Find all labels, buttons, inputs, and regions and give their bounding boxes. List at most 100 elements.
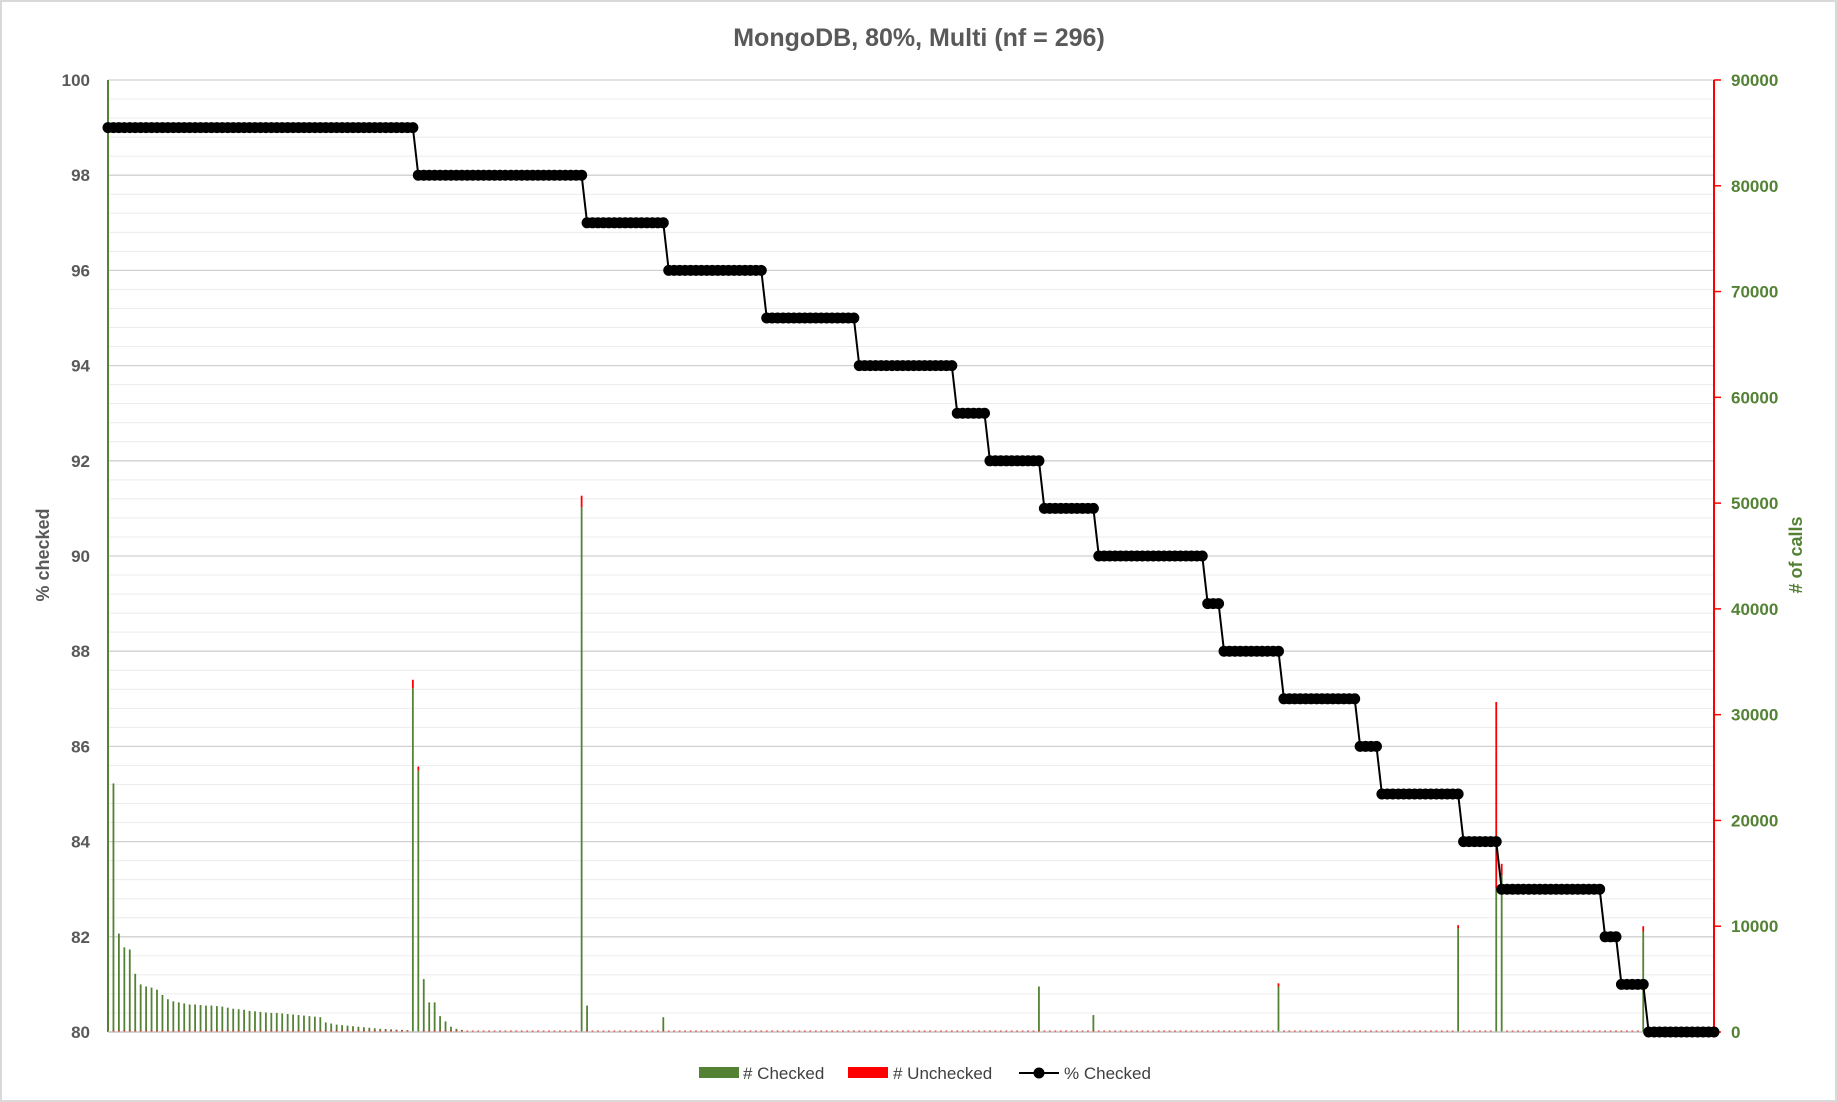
- bar-checked: [183, 1003, 186, 1032]
- bar-unchecked: [1103, 1030, 1106, 1032]
- bar-unchecked: [1631, 1030, 1634, 1032]
- y-axis-label: % checked: [33, 508, 53, 601]
- y2-tick-label: 20000: [1731, 811, 1778, 830]
- bar-unchecked: [499, 1030, 501, 1032]
- bar-unchecked: [1386, 1030, 1389, 1032]
- bar-unchecked: [607, 1030, 610, 1032]
- bar-unchecked: [989, 1030, 991, 1032]
- pct-checked-point: [1087, 502, 1099, 514]
- bar-unchecked: [1005, 1030, 1008, 1032]
- y2-axis-label: # of calls: [1786, 516, 1806, 593]
- bar-unchecked: [940, 1030, 942, 1032]
- bar-unchecked: [1261, 1030, 1264, 1032]
- bar-unchecked: [205, 1030, 207, 1032]
- bar-checked: [205, 1005, 207, 1032]
- bar-unchecked: [1157, 1030, 1160, 1032]
- bar-checked: [303, 1015, 305, 1032]
- bar-checked: [210, 1005, 213, 1032]
- bar-unchecked: [978, 1030, 980, 1032]
- bar-unchecked: [1136, 1030, 1138, 1032]
- bar-unchecked: [684, 1030, 686, 1032]
- bar-unchecked: [259, 1030, 262, 1032]
- bar-unchecked: [112, 1030, 115, 1032]
- bar-unchecked: [689, 1030, 692, 1032]
- y2-tick-label: 60000: [1731, 388, 1778, 407]
- bar-checked: [123, 947, 126, 1032]
- pct-checked-point: [1196, 550, 1208, 562]
- bar-unchecked: [814, 1030, 817, 1032]
- bar-unchecked: [950, 1030, 953, 1032]
- bar-unchecked: [515, 1030, 518, 1032]
- bar-unchecked: [254, 1030, 256, 1032]
- bar-unchecked: [1146, 1030, 1149, 1032]
- bar-unchecked: [651, 1030, 654, 1032]
- bar-unchecked: [520, 1030, 523, 1032]
- bar-checked: [439, 1016, 441, 1032]
- bar-unchecked: [1598, 1030, 1601, 1032]
- bar-checked: [286, 1014, 289, 1032]
- bar-unchecked: [1517, 1030, 1519, 1032]
- legend: # Checked # Unchecked % Checked: [699, 1064, 1151, 1083]
- bar-unchecked: [297, 1030, 300, 1032]
- y-tick-label: 82: [71, 928, 90, 947]
- bar-unchecked: [1462, 1030, 1465, 1032]
- legend-label-checked: # Checked: [743, 1064, 824, 1083]
- bar-unchecked: [575, 1030, 578, 1032]
- bar-unchecked: [891, 1030, 893, 1032]
- bar-checked: [150, 987, 153, 1032]
- bar-unchecked: [782, 1030, 784, 1032]
- bar-unchecked: [1212, 1030, 1215, 1032]
- bar-unchecked: [1010, 1030, 1013, 1032]
- bar-checked: [324, 1022, 327, 1032]
- y-tick-label: 96: [71, 261, 90, 280]
- bar-unchecked: [711, 1030, 714, 1032]
- bar-unchecked: [744, 1030, 746, 1032]
- pct-checked-point: [407, 122, 419, 134]
- bar-unchecked: [194, 1030, 197, 1032]
- bar-checked: [341, 1025, 343, 1032]
- bar-unchecked: [488, 1030, 490, 1032]
- bar-checked: [373, 1028, 376, 1032]
- bar-unchecked: [1244, 1030, 1247, 1032]
- bar-unchecked: [450, 1030, 452, 1032]
- bar-unchecked: [390, 1030, 392, 1032]
- bar-unchecked: [1337, 1030, 1340, 1032]
- bar-checked: [313, 1016, 316, 1032]
- bar-unchecked: [1424, 1030, 1427, 1032]
- bar-unchecked: [1206, 1030, 1209, 1032]
- bar-checked: [237, 1009, 240, 1032]
- bar-unchecked: [493, 1030, 496, 1032]
- bar-unchecked: [586, 1030, 588, 1032]
- bar-checked: [156, 989, 158, 1032]
- y-tick-label: 92: [71, 452, 90, 471]
- bar-unchecked: [188, 1030, 191, 1032]
- bar-unchecked: [885, 1030, 888, 1032]
- bar-unchecked: [934, 1030, 937, 1032]
- bar-unchecked: [1391, 1030, 1394, 1032]
- bar-checked: [362, 1027, 365, 1032]
- bar-checked: [194, 1004, 197, 1032]
- bar-unchecked: [183, 1030, 186, 1032]
- bar-unchecked: [1489, 1030, 1492, 1032]
- y2-tick-label: 40000: [1731, 600, 1778, 619]
- bar-checked: [417, 770, 420, 1032]
- bar-checked: [346, 1025, 349, 1032]
- legend-swatch-unchecked: [848, 1067, 888, 1078]
- bar-checked: [275, 1012, 278, 1032]
- y-tick-label: 84: [71, 833, 90, 852]
- bar-unchecked: [1016, 1030, 1019, 1032]
- bar-unchecked: [771, 1030, 774, 1032]
- right-axis-ticks: 0 10000 20000 30000 40000 50000 60000 70000 8000…: [1731, 71, 1778, 1042]
- bar-unchecked: [156, 1030, 158, 1032]
- bar-unchecked: [1087, 1030, 1089, 1032]
- bar-unchecked: [199, 1030, 202, 1032]
- bar-unchecked: [1315, 1030, 1318, 1032]
- bar-unchecked: [727, 1030, 730, 1032]
- bar-unchecked: [760, 1030, 763, 1032]
- bar-unchecked: [1032, 1030, 1035, 1032]
- bar-unchecked: [820, 1030, 823, 1032]
- bar-unchecked: [226, 1030, 229, 1032]
- bar-unchecked: [1468, 1030, 1470, 1032]
- y2-tick-label: 10000: [1731, 917, 1778, 936]
- legend-marker-pct: [1033, 1067, 1045, 1079]
